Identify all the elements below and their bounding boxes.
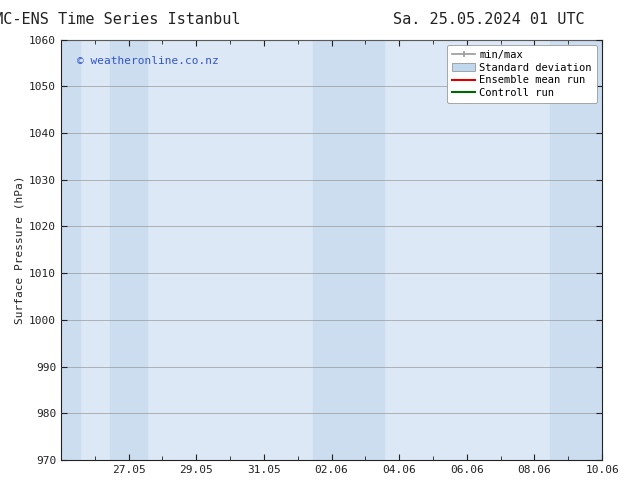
Text: © weatheronline.co.nz: © weatheronline.co.nz xyxy=(77,56,219,67)
Text: Sa. 25.05.2024 01 UTC: Sa. 25.05.2024 01 UTC xyxy=(393,12,585,27)
Bar xyxy=(313,40,384,460)
Bar xyxy=(110,40,147,460)
Y-axis label: Surface Pressure (hPa): Surface Pressure (hPa) xyxy=(15,175,25,324)
Bar xyxy=(61,40,80,460)
Bar xyxy=(550,40,602,460)
Text: CMC-ENS Time Series Istanbul: CMC-ENS Time Series Istanbul xyxy=(0,12,241,27)
Legend: min/max, Standard deviation, Ensemble mean run, Controll run: min/max, Standard deviation, Ensemble me… xyxy=(447,45,597,103)
